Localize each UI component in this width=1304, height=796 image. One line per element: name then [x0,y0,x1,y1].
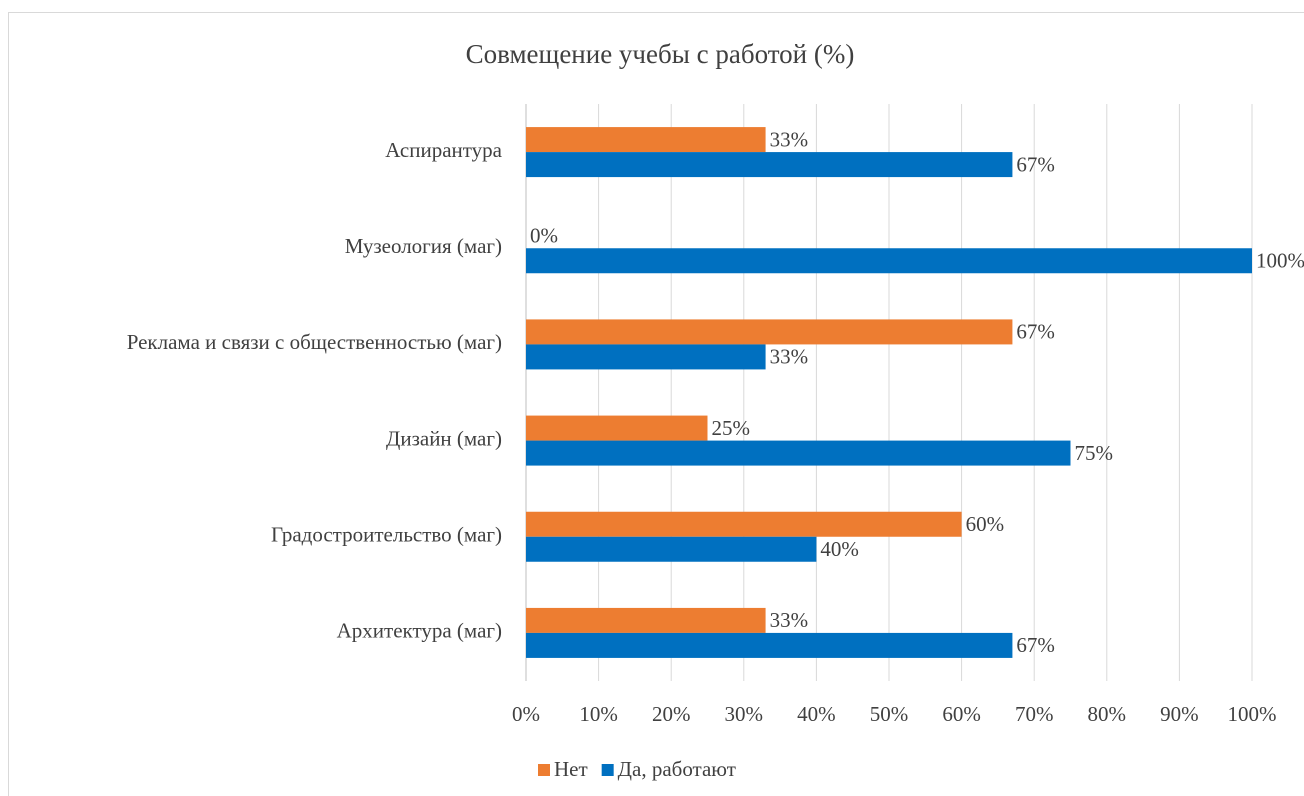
bar [526,607,766,633]
x-tick-label: 0% [512,702,540,726]
bar [526,536,817,562]
y-tick-label: Градостроительство (маг) [271,523,502,547]
x-tick-label: 10% [579,702,618,726]
x-tick-label: 70% [1015,702,1054,726]
data-label: 75% [1075,441,1114,465]
data-label: 67% [1016,320,1054,344]
bar [526,415,708,441]
data-label: 67% [1016,633,1054,657]
y-tick-label: Дизайн (маг) [386,426,502,450]
data-label: 67% [1016,152,1054,176]
bar [526,152,1013,178]
data-label: 33% [770,608,809,632]
x-tick-label: 60% [942,702,981,726]
data-label: 33% [770,345,809,369]
data-label: 60% [966,512,1005,536]
x-tick-label: 40% [797,702,836,726]
x-tick-label: 50% [870,702,909,726]
x-tick-label: 80% [1088,702,1127,726]
data-label: 25% [712,416,751,440]
bar [526,632,1013,658]
legend-label: Нет [554,757,588,781]
data-label: 40% [820,537,859,561]
legend-swatch [538,764,550,776]
x-tick-label: 90% [1160,702,1199,726]
x-tick-label: 100% [1228,702,1277,726]
chart-title: Совмещение учебы с работой (%) [466,39,855,69]
bar [526,344,766,370]
y-tick-label: Реклама и связи с общественностью (маг) [127,330,502,354]
data-label: 33% [770,127,809,151]
legend-swatch [601,764,614,776]
y-tick-label: Музеология (маг) [345,234,502,258]
bar [526,319,1013,345]
bar [526,248,1252,274]
bar [526,127,766,153]
bar [526,511,962,537]
y-tick-label: Аспирантура [385,138,502,162]
x-tick-label: 20% [652,702,691,726]
data-label: 0% [530,224,558,248]
legend-label: Да, работают [618,757,736,781]
bar [526,440,1071,466]
y-tick-label: Архитектура (маг) [337,619,502,643]
data-label: 100% [1256,249,1304,273]
x-tick-label: 30% [725,702,764,726]
